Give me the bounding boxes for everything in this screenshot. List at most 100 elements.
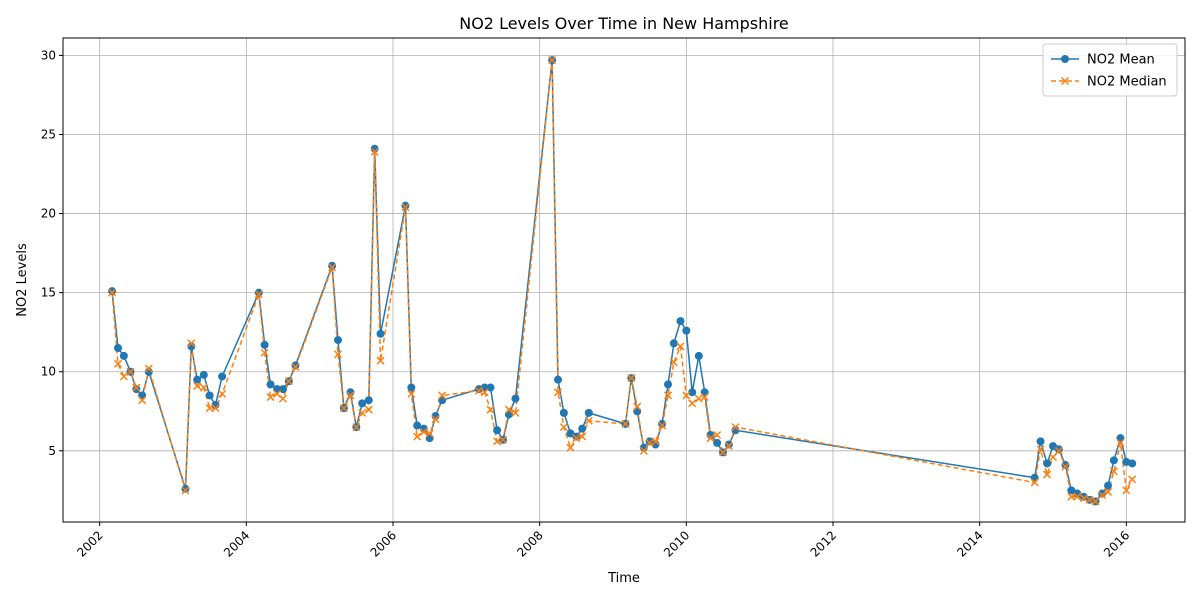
median-point [700,393,709,402]
median-point [218,389,227,398]
median-point [1116,438,1125,447]
mean-point [279,385,287,394]
mean-point [669,339,678,348]
mean-point [1061,461,1070,470]
median-point [474,386,483,395]
mean-point [578,424,587,433]
median-point [108,288,117,297]
median-point [1030,478,1039,487]
mean-point [199,370,208,379]
median-point [682,391,691,400]
median-point [1085,495,1094,504]
mean-point [407,383,416,392]
mean-point [584,408,593,417]
median-point [370,147,379,156]
legend-label: NO2 Median [1087,75,1167,90]
mean-point [493,426,502,435]
mean-point [688,388,697,397]
median-point [1109,467,1118,476]
median-point [181,486,190,495]
median-point [278,394,288,403]
mean-point [119,351,128,360]
mean-point [1043,459,1052,468]
legend: NO2 Mean NO2 Median [1042,43,1178,97]
mean-point [554,375,562,384]
median-point [731,423,740,432]
mean-point [1128,459,1137,468]
x-tick-label: 2006 [368,528,399,559]
median-point [706,434,715,443]
mean-point [676,317,685,326]
median-point [407,389,416,398]
median-point [266,393,275,402]
median-point [724,442,733,451]
median-point [639,446,648,455]
mean-point [205,391,214,400]
median-point [1054,446,1063,455]
median-point [504,405,513,414]
mean-point [1067,486,1076,495]
median-point [1043,470,1052,479]
y-tick-label: 25 [41,127,56,141]
y-axis-ticks: 5 10 15 20 25 30 [41,48,63,458]
mean-point [260,340,269,349]
mean-point [1054,445,1063,454]
grid-lines [63,38,1185,522]
mean-point [401,201,410,210]
legend-marker-circle [1061,55,1069,63]
median-point [119,372,128,381]
y-axis-title: NO2 Levels [15,243,30,317]
median-point [480,388,489,397]
median-point [1061,462,1070,471]
legend-items: NO2 Mean NO2 Median [1051,53,1167,90]
mean-point [1049,442,1057,451]
mean-point [1079,492,1088,501]
mean-point [254,288,263,297]
mean-point [114,344,122,353]
median-point [676,342,685,351]
mean-point [572,432,581,441]
median-point [413,432,422,441]
mean-point [108,287,117,296]
mean-point [193,375,202,384]
median-point [346,391,355,400]
median-point [401,203,410,212]
median-point [438,391,447,400]
mean-point [713,438,722,447]
mean-point [1098,489,1107,498]
mean-point [413,421,422,430]
x-axis-ticks: 2002 2004 2006 2008 2010 2012 2014 2016 [74,522,1132,560]
median-point [1079,494,1088,503]
mean-point [511,394,520,403]
median-point [1073,492,1082,501]
median-point [498,435,508,444]
mean-point [566,429,575,438]
median-point [1048,453,1058,462]
median-point [193,381,202,391]
mean-point [132,385,141,394]
mean-point [486,383,495,392]
legend-marker-x [1060,76,1070,86]
median-point [138,396,147,405]
mean-point [1109,456,1118,465]
x-tick-label: 2008 [514,528,545,559]
plot-area-frame [62,37,1186,523]
median-point [205,404,214,413]
series-lines [111,59,1133,503]
median-point [584,416,593,425]
median-point [273,389,282,398]
median-point [566,443,575,452]
legend-box [1042,43,1178,97]
series-line-no2-median [111,59,1133,503]
median-point [493,437,502,446]
mean-point [328,261,337,270]
y-tick-label: 10 [41,365,56,379]
mean-point [291,361,300,370]
y-tick-label: 30 [41,48,56,62]
median-point [284,377,293,386]
median-point [431,415,440,424]
series-markers [108,56,1137,506]
y-tick-label: 20 [41,207,56,221]
median-point [187,339,196,348]
median-point [358,408,367,417]
